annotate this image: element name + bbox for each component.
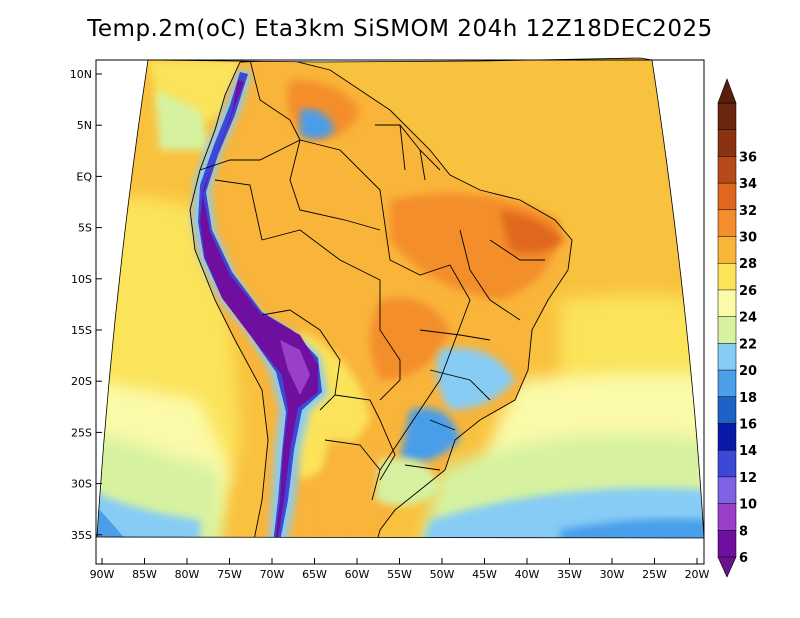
lon-tick-label: 55W — [387, 568, 412, 581]
lon-tick-label: 90W — [90, 568, 115, 581]
colorbar-label: 14 — [739, 444, 757, 459]
colorbar-label: 16 — [739, 417, 757, 432]
lon-tick-label: 60W — [345, 568, 370, 581]
altiplano-core — [280, 340, 310, 395]
lat-tick-label: 30S — [71, 478, 92, 491]
lat-tick-label: 10N — [70, 68, 92, 81]
lat-tick-label: 25S — [71, 426, 92, 439]
longitude-axis: 90W 85W 80W 75W 70W 65W 60W 55W 50W 45W 40W 35W 30W 2… — [90, 558, 710, 581]
colorbar-label: 26 — [739, 284, 757, 299]
temperature-field — [97, 58, 704, 538]
colorbar: 6 8 10 12 14 16 18 20 22 24 26 28 30 32 34 36 — [717, 78, 757, 578]
colorbar-segment — [717, 503, 737, 531]
hot-northeast-core — [500, 210, 565, 254]
lat-tick-label: 5S — [78, 222, 92, 235]
domain-outline — [96, 57, 705, 539]
colorbar-segment — [717, 129, 737, 157]
lon-tick-label: 40W — [515, 568, 540, 581]
pacific-north-green — [155, 90, 210, 150]
colorbar-segment — [717, 236, 737, 264]
lon-tick-label: 65W — [302, 568, 327, 581]
colorbar-label: 12 — [739, 471, 757, 486]
colorbar-max-arrow — [717, 78, 737, 104]
colorbar-segment — [717, 316, 737, 344]
lon-tick-label: 45W — [472, 568, 497, 581]
colorbar-segment — [717, 449, 737, 478]
lon-tick-label: 20W — [685, 568, 710, 581]
lat-tick-label: EQ — [76, 170, 92, 183]
lon-tick-label: 35W — [557, 568, 582, 581]
colorbar-label: 34 — [739, 177, 757, 192]
colorbar-label: 8 — [739, 524, 748, 539]
colorbar-segment — [717, 156, 737, 184]
colorbar-segment — [717, 530, 737, 558]
lat-tick-label: 20S — [71, 375, 92, 388]
colorbar-label: 32 — [739, 204, 757, 219]
latitude-axis: 10N 5N EQ 5S 10S 15S 20S 25S 30S 35S — [70, 68, 102, 542]
lon-tick-label: 85W — [132, 568, 157, 581]
lon-tick-label: 30W — [600, 568, 625, 581]
lon-tick-label: 75W — [217, 568, 242, 581]
hot-central — [370, 298, 450, 380]
colorbar-label: 6 — [739, 551, 748, 566]
map-title: Temp.2m(oC) Eta3km SiSMOM 204h 12Z18DEC2… — [87, 16, 713, 42]
lat-tick-label: 15S — [71, 324, 92, 337]
colorbar-label: 24 — [739, 311, 757, 326]
colorbar-label: 22 — [739, 337, 757, 352]
colorbar-segment — [717, 182, 737, 211]
colorbar-segment — [717, 209, 737, 238]
colorbar-label: 10 — [739, 498, 757, 513]
andes-ridge — [200, 80, 314, 538]
colorbar-segment — [717, 476, 737, 505]
colorbar-segment — [717, 262, 737, 291]
colorbar-min-arrow — [717, 556, 737, 578]
colorbar-label: 20 — [739, 364, 757, 379]
country-borders — [189, 59, 573, 538]
guiana-highlands-cool — [300, 109, 335, 139]
lat-tick-label: 10S — [71, 273, 92, 286]
colorbar-segment — [717, 102, 737, 131]
colorbar-label: 28 — [739, 257, 757, 272]
colorbar-segment — [717, 343, 737, 371]
colorbar-label: 30 — [739, 231, 757, 246]
lat-tick-label: 5N — [77, 119, 92, 132]
lon-tick-label: 50W — [430, 568, 455, 581]
colorbar-segment — [717, 396, 737, 425]
south-green — [375, 458, 440, 506]
colorbar-segment — [717, 289, 737, 318]
lon-tick-label: 80W — [175, 568, 200, 581]
ocean-blue-south — [560, 518, 704, 538]
colorbar-segment — [717, 423, 737, 451]
serra-cool — [400, 408, 460, 463]
lon-tick-label: 70W — [260, 568, 285, 581]
lon-tick-label: 25W — [642, 568, 667, 581]
colorbar-label: 18 — [739, 391, 757, 406]
colorbar-segment — [717, 369, 737, 398]
lat-tick-label: 35S — [71, 529, 92, 542]
highlands-cool — [436, 348, 515, 410]
colorbar-label: 36 — [739, 150, 757, 165]
